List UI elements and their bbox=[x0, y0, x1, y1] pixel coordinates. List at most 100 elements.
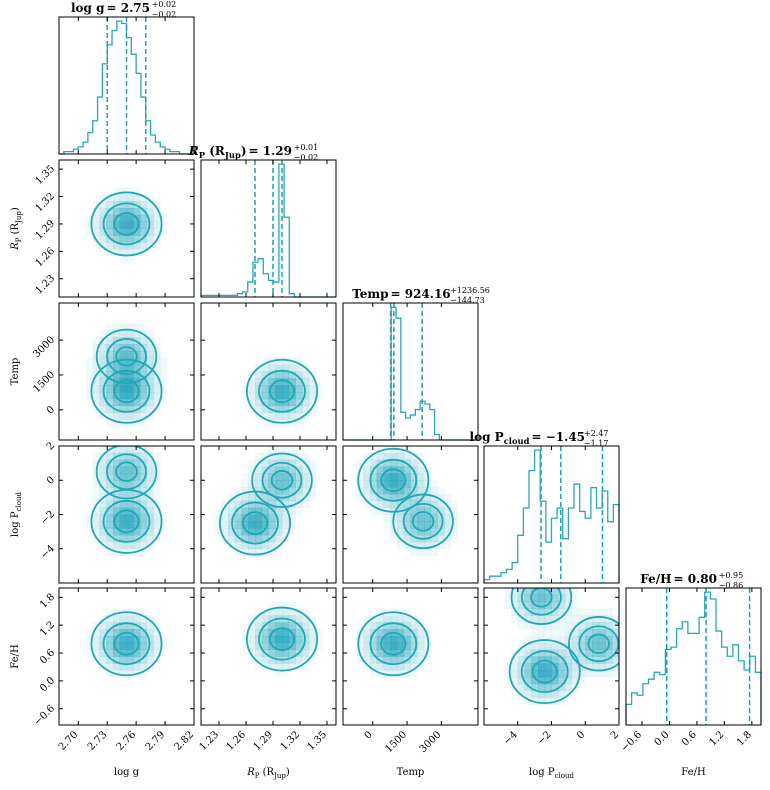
density-cell bbox=[106, 398, 114, 407]
density-cell bbox=[410, 541, 418, 550]
density-cell bbox=[261, 507, 269, 515]
density-cell bbox=[417, 663, 425, 671]
density-cell bbox=[295, 480, 303, 488]
density-cell bbox=[410, 528, 418, 536]
density-cell bbox=[221, 514, 229, 522]
density-cell bbox=[146, 656, 154, 664]
density-cell bbox=[268, 601, 276, 609]
density-cell bbox=[309, 493, 317, 502]
density-cell bbox=[106, 364, 114, 372]
density-cell bbox=[241, 507, 249, 515]
density-cell bbox=[126, 330, 134, 338]
density-cell bbox=[524, 677, 532, 685]
density-cell bbox=[451, 500, 459, 508]
density-cell bbox=[113, 629, 121, 637]
density-cell bbox=[126, 473, 134, 481]
density-cell bbox=[585, 622, 593, 630]
density-cell bbox=[146, 487, 154, 495]
density-cell bbox=[106, 214, 114, 222]
density-cell bbox=[275, 357, 283, 365]
density-cell bbox=[140, 350, 148, 359]
density-cell bbox=[146, 528, 154, 536]
y-tick-label: 1.29 bbox=[34, 218, 58, 242]
density-cell bbox=[255, 473, 263, 481]
density-cell bbox=[106, 615, 114, 623]
density-cell bbox=[558, 601, 566, 609]
density-cell bbox=[248, 635, 256, 644]
density-cell bbox=[551, 601, 559, 609]
x-tick-label: 2.73 bbox=[86, 729, 110, 753]
density-cell bbox=[544, 649, 552, 657]
density-cell bbox=[430, 514, 438, 522]
density-cell bbox=[397, 528, 405, 536]
density-cell bbox=[363, 473, 371, 481]
density-cell bbox=[241, 480, 249, 488]
density-cell bbox=[268, 398, 276, 407]
density-cell bbox=[261, 385, 269, 393]
y-tick-label: 1.2 bbox=[38, 619, 57, 638]
density-cell bbox=[558, 642, 566, 650]
density-cell bbox=[295, 364, 303, 372]
density-cell bbox=[113, 459, 121, 467]
density-cell bbox=[133, 323, 141, 331]
density-cell bbox=[403, 622, 411, 630]
density-cell bbox=[430, 528, 438, 536]
density-cell bbox=[410, 629, 418, 637]
density-cell bbox=[146, 392, 154, 400]
density-cell bbox=[565, 588, 573, 596]
density-cell bbox=[410, 507, 418, 515]
density-cell bbox=[397, 656, 405, 664]
density-cell bbox=[403, 535, 411, 543]
y-tick-label: −4 bbox=[39, 543, 57, 561]
density-cell bbox=[403, 466, 411, 474]
density-cell bbox=[140, 608, 148, 616]
svg-text:= 924.16: = 924.16 bbox=[391, 287, 451, 301]
density-cell bbox=[356, 459, 364, 467]
density-cell bbox=[403, 635, 411, 644]
x-tick-label: 3000 bbox=[418, 729, 444, 755]
density-cell bbox=[153, 357, 161, 365]
density-cell bbox=[511, 588, 519, 596]
contour-level-3 bbox=[251, 452, 313, 508]
svg-text:= −1.45: = −1.45 bbox=[532, 430, 586, 444]
density-cell bbox=[255, 642, 263, 650]
density-cell bbox=[282, 392, 290, 400]
density-cell bbox=[390, 615, 398, 623]
density-cell bbox=[92, 649, 100, 657]
density-cell bbox=[140, 548, 148, 556]
density-cell bbox=[282, 405, 290, 413]
density-cell bbox=[417, 656, 425, 664]
density-cell bbox=[504, 670, 512, 678]
density-cell bbox=[424, 629, 432, 637]
density-cell bbox=[146, 385, 154, 393]
density-cell bbox=[261, 405, 269, 413]
density-cell bbox=[106, 608, 114, 616]
density-cell bbox=[302, 473, 310, 481]
density-cell bbox=[417, 493, 425, 502]
density-cell bbox=[146, 535, 154, 543]
density-cell bbox=[544, 690, 552, 698]
contour-level-2 bbox=[106, 338, 147, 375]
density-cell bbox=[383, 500, 391, 508]
y-tick-label: 1500 bbox=[31, 369, 57, 395]
svg-text:+0.95: +0.95 bbox=[719, 571, 744, 580]
density-cell bbox=[531, 683, 539, 692]
density-cell bbox=[268, 521, 276, 529]
density-cell bbox=[106, 419, 114, 427]
density-cell bbox=[383, 521, 391, 529]
density-cell bbox=[403, 514, 411, 522]
density-cell bbox=[437, 487, 445, 495]
density-cell bbox=[126, 466, 134, 474]
density-cell bbox=[234, 514, 242, 522]
density-cell bbox=[302, 385, 310, 393]
density-cell bbox=[302, 378, 310, 386]
panel-frame bbox=[483, 445, 620, 584]
density-cell bbox=[146, 500, 154, 508]
y-tick-label: 0 bbox=[45, 404, 57, 416]
density-cell bbox=[531, 588, 539, 596]
density-cell bbox=[153, 629, 161, 637]
density-cell bbox=[363, 629, 371, 637]
density-cell bbox=[524, 588, 532, 596]
density-cell bbox=[612, 622, 620, 630]
density-cell bbox=[397, 480, 405, 488]
